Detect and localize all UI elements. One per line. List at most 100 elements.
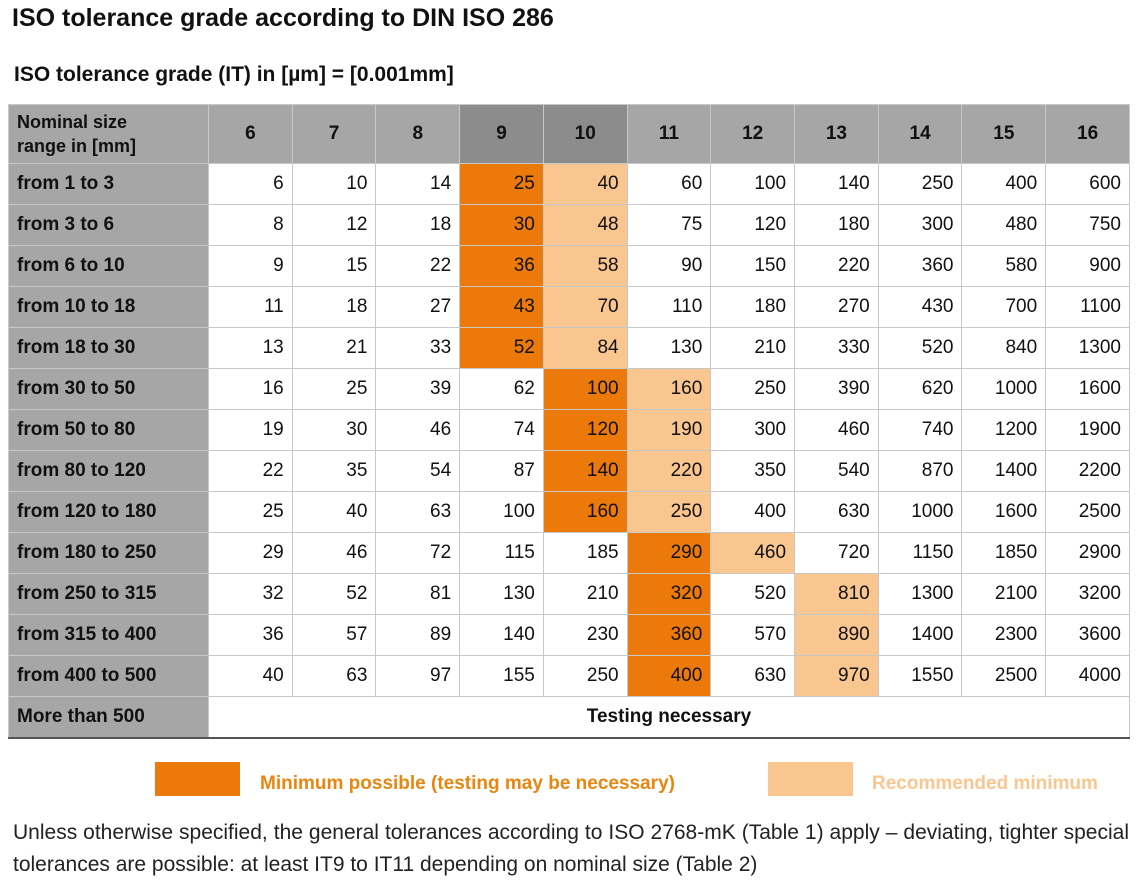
table-row: from 10 to 18 11 18 27 43 70 110 180 270 430 700 11… xyxy=(8,286,1130,328)
value-cell: 220 xyxy=(626,450,712,492)
row-label: from 400 to 500 xyxy=(8,655,209,697)
value-cell: 185 xyxy=(542,532,628,574)
value-cell: 600 xyxy=(1045,163,1130,205)
value-cell: 1300 xyxy=(1045,327,1130,369)
value-cell: 30 xyxy=(291,409,377,451)
value-cell: 11 xyxy=(208,286,293,328)
value-cell: 2500 xyxy=(961,655,1047,697)
row-label: from 180 to 250 xyxy=(8,532,209,574)
value-cell: 300 xyxy=(710,409,796,451)
value-cell: 1200 xyxy=(961,409,1047,451)
value-cell: 40 xyxy=(542,163,628,205)
value-cell: 970 xyxy=(794,655,879,697)
value-cell: 2300 xyxy=(961,614,1047,656)
value-cell: 900 xyxy=(1045,245,1130,287)
value-cell: 12 xyxy=(291,204,377,246)
value-cell: 35 xyxy=(291,450,377,492)
header-row: Nominal size range in [mm] 6 7 8 9 10 11 12 13 14… xyxy=(8,104,1130,164)
table-row: from 400 to 500 40 63 97 155 250 400 630 970 1550… xyxy=(8,655,1130,697)
row-label: from 6 to 10 xyxy=(8,245,209,287)
value-cell: 30 xyxy=(459,204,544,246)
table-row: from 120 to 180 25 40 63 100 160 250 400 630 1000… xyxy=(8,491,1130,533)
value-cell: 1000 xyxy=(961,368,1047,410)
legend-swatch xyxy=(155,762,240,796)
value-cell: 13 xyxy=(208,327,293,369)
value-cell: 16 xyxy=(208,368,293,410)
value-cell: 43 xyxy=(459,286,544,328)
value-cell: 210 xyxy=(710,327,796,369)
value-cell: 81 xyxy=(375,573,461,615)
header-cell: 12 xyxy=(710,104,796,164)
value-cell: 250 xyxy=(710,368,796,410)
value-cell: 52 xyxy=(459,327,544,369)
tolerance-table: Nominal size range in [mm] 6 7 8 9 10 11 12 13 14… xyxy=(8,104,1130,739)
value-cell: 840 xyxy=(961,327,1047,369)
value-cell: 2900 xyxy=(1045,532,1130,574)
value-cell: 890 xyxy=(794,614,879,656)
value-cell: 390 xyxy=(794,368,879,410)
value-cell: 155 xyxy=(459,655,544,697)
value-cell: 320 xyxy=(626,573,712,615)
value-cell: 580 xyxy=(961,245,1047,287)
value-cell: 8 xyxy=(208,204,293,246)
value-cell: 4000 xyxy=(1045,655,1130,697)
value-cell: 350 xyxy=(710,450,796,492)
table-row: from 1 to 3 6 10 14 25 40 60 100 140 250 400 600 xyxy=(8,163,1130,205)
header-cell: 13 xyxy=(794,104,879,164)
value-cell: 190 xyxy=(626,409,712,451)
value-cell: 250 xyxy=(542,655,628,697)
value-cell: 25 xyxy=(291,368,377,410)
value-cell: 700 xyxy=(961,286,1047,328)
row-label: from 1 to 3 xyxy=(8,163,209,205)
note-cell: Testing necessary xyxy=(208,696,1130,739)
value-cell: 1600 xyxy=(1045,368,1130,410)
value-cell: 14 xyxy=(375,163,461,205)
table-row: from 30 to 50 16 25 39 62 100 160 250 390 620 1000… xyxy=(8,368,1130,410)
value-cell: 100 xyxy=(542,368,628,410)
value-cell: 15 xyxy=(291,245,377,287)
row-label: from 10 to 18 xyxy=(8,286,209,328)
legend-swatch xyxy=(768,762,853,796)
row-label: from 315 to 400 xyxy=(8,614,209,656)
value-cell: 32 xyxy=(208,573,293,615)
value-cell: 90 xyxy=(626,245,712,287)
value-cell: 480 xyxy=(961,204,1047,246)
value-cell: 19 xyxy=(208,409,293,451)
value-cell: 720 xyxy=(794,532,879,574)
value-cell: 460 xyxy=(794,409,879,451)
table-row: from 18 to 30 13 21 33 52 84 130 210 330 520 840 13… xyxy=(8,327,1130,369)
value-cell: 70 xyxy=(542,286,628,328)
value-cell: 540 xyxy=(794,450,879,492)
value-cell: 160 xyxy=(542,491,628,533)
value-cell: 210 xyxy=(542,573,628,615)
value-cell: 2100 xyxy=(961,573,1047,615)
value-cell: 40 xyxy=(208,655,293,697)
subtitle: ISO tolerance grade (IT) in [µm] = [0.00… xyxy=(14,63,454,86)
value-cell: 2200 xyxy=(1045,450,1130,492)
value-cell: 48 xyxy=(542,204,628,246)
row-label: from 18 to 30 xyxy=(8,327,209,369)
value-cell: 630 xyxy=(794,491,879,533)
table-row: More than 500 Testing necessary xyxy=(8,696,1130,739)
value-cell: 400 xyxy=(626,655,712,697)
row-label: from 80 to 120 xyxy=(8,450,209,492)
value-cell: 330 xyxy=(794,327,879,369)
value-cell: 29 xyxy=(208,532,293,574)
value-cell: 97 xyxy=(375,655,461,697)
value-cell: 1600 xyxy=(961,491,1047,533)
row-label: from 50 to 80 xyxy=(8,409,209,451)
row-label: from 120 to 180 xyxy=(8,491,209,533)
value-cell: 36 xyxy=(459,245,544,287)
value-cell: 6 xyxy=(208,163,293,205)
value-cell: 1550 xyxy=(877,655,963,697)
header-cell: 9 xyxy=(459,104,544,164)
value-cell: 150 xyxy=(710,245,796,287)
value-cell: 620 xyxy=(877,368,963,410)
value-cell: 2500 xyxy=(1045,491,1130,533)
value-cell: 520 xyxy=(877,327,963,369)
value-cell: 60 xyxy=(626,163,712,205)
value-cell: 140 xyxy=(794,163,879,205)
footnote: Unless otherwise specified, the general … xyxy=(13,821,1129,876)
value-cell: 1900 xyxy=(1045,409,1130,451)
table-row: from 80 to 120 22 35 54 87 140 220 350 540 870 140… xyxy=(8,450,1130,492)
